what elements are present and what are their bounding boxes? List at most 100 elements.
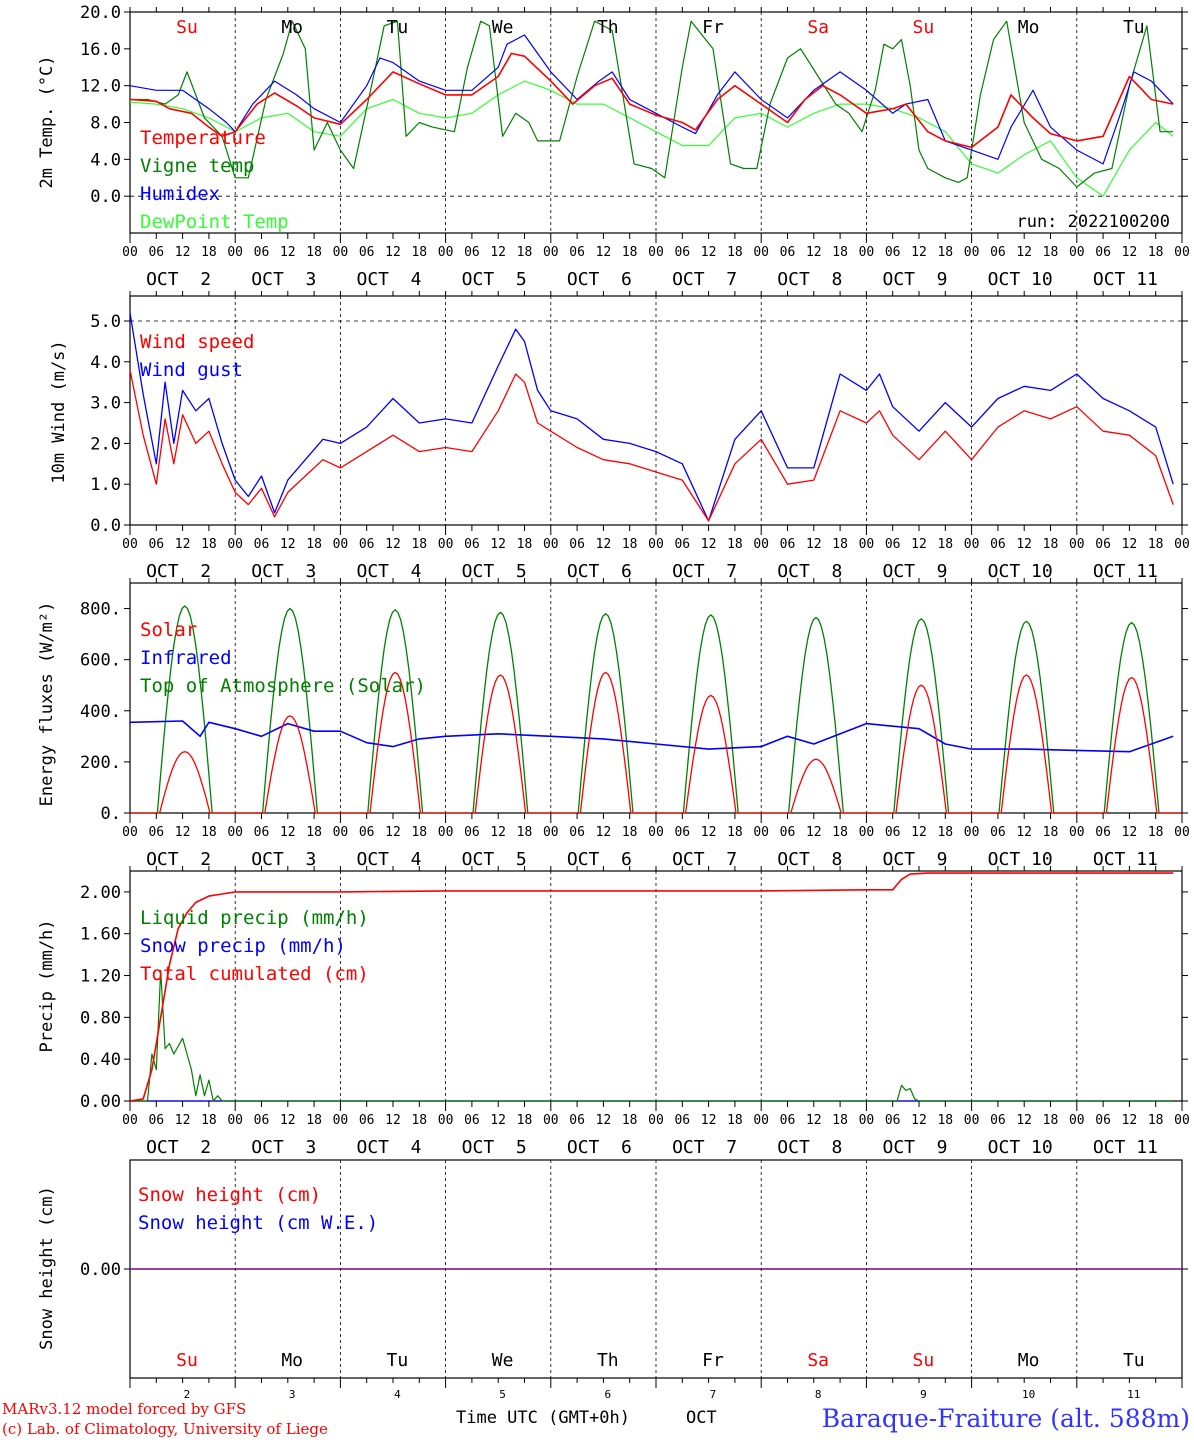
precip-hour-label: 18 <box>1043 1113 1059 1128</box>
wind-hour-label: 06 <box>359 537 375 552</box>
precip-day-label: OCT 5 <box>462 1137 527 1158</box>
energy-hour-label: 18 <box>832 825 848 840</box>
weekday-label: We <box>492 17 514 38</box>
temp-ylabel: 2m Temp. (°C) <box>37 55 57 188</box>
temp-yticks: 20.0 16.0 12.0 8.0 4.0 0.0 <box>80 3 1188 207</box>
precip-hour-label: 06 <box>885 1113 901 1128</box>
precip-day-label: OCT 2 <box>146 1137 211 1158</box>
weekday-label: Tu <box>1123 17 1145 38</box>
temp-series-dewpoint-temp <box>129 80 1174 197</box>
energy-hour-label: 12 <box>280 825 296 840</box>
wind-day-label: OCT 4 <box>356 561 421 582</box>
temp-hour-label: 06 <box>359 245 375 260</box>
temp-hour-label: 12 <box>385 245 401 260</box>
wind-day-label: OCT 8 <box>777 561 842 582</box>
footer: MARv3.12 model forced by GFS (c) Lab. of… <box>2 1400 1190 1438</box>
wind-hour-label: 06 <box>464 537 480 552</box>
temp-day-label: OCT 11 <box>1093 269 1158 290</box>
precip-legend: Liquid precip (mm/h) Snow precip (mm/h) To… <box>140 907 369 985</box>
snow-ytick-label: 0.00 <box>80 1260 121 1280</box>
weekday-label: Su <box>913 17 935 38</box>
precip-daylines <box>234 871 1078 1101</box>
wind-day-label: OCT 10 <box>988 561 1053 582</box>
precip-legend-item: Liquid precip (mm/h) <box>140 907 369 929</box>
temp-hour-label: 12 <box>175 245 191 260</box>
energy-hour-label: 00 <box>753 825 769 840</box>
precip-hour-label: 12 <box>280 1113 296 1128</box>
energy-hour-label: 12 <box>175 825 191 840</box>
energy-day-label: OCT 3 <box>251 849 316 870</box>
energy-hour-label: 00 <box>438 825 454 840</box>
wind-hour-label: 12 <box>701 537 717 552</box>
energy-hour-label: 06 <box>674 825 690 840</box>
energy-yticks: 800. 600. 400. 200. 0. <box>80 600 1188 824</box>
temp-hour-label: 06 <box>254 245 270 260</box>
energy-hour-label: 06 <box>569 825 585 840</box>
precip-hour-label: 18 <box>727 1113 743 1128</box>
precip-ytick-label: 1.20 <box>80 967 121 987</box>
wind-hour-label: 18 <box>832 537 848 552</box>
precip-hour-label: 12 <box>806 1113 822 1128</box>
wind-day-label: OCT 9 <box>882 561 947 582</box>
energy-hour-label: 06 <box>464 825 480 840</box>
weekday-label: Tu <box>387 1350 409 1371</box>
precip-ytick-label: 2.00 <box>80 883 121 903</box>
weekday-label: Mo <box>1018 17 1040 38</box>
temp-weekday-labels: Su Mo Tu We Th Fr Sa Su Mo Tu <box>176 17 1144 38</box>
energy-hour-label: 12 <box>596 825 612 840</box>
weekday-label: Tu <box>1123 1350 1145 1371</box>
energy-hour-label: 06 <box>990 825 1006 840</box>
temp-series <box>129 20 1174 197</box>
wind-day-label: OCT 2 <box>146 561 211 582</box>
temp-xaxis: 00 06 12 18 00 06 12 18 00 06 12 18 00 06 12 18 00 06 12 18… <box>122 7 1190 290</box>
temp-series-humidex <box>129 34 1174 165</box>
weekday-label: Sa <box>807 17 829 38</box>
precip-hour-label: 18 <box>937 1113 953 1128</box>
precip-hour-label: 00 <box>1174 1113 1190 1128</box>
snow-legend-item: Snow height (cm W.E.) <box>138 1212 378 1234</box>
precip-day-label: OCT 11 <box>1093 1137 1158 1158</box>
precip-hour-label: 12 <box>175 1113 191 1128</box>
snow-daylines <box>234 1160 1078 1378</box>
temp-hour-label: 12 <box>911 245 927 260</box>
precip-hour-label: 00 <box>438 1113 454 1128</box>
precip-hour-label: 00 <box>753 1113 769 1128</box>
station-name: Baraque-Fraiture (alt. 588m) <box>822 1404 1190 1433</box>
energy-hour-label: 18 <box>201 825 217 840</box>
temp-hour-label: 12 <box>596 245 612 260</box>
wind-hour-label: 00 <box>227 537 243 552</box>
wind-hour-label: 00 <box>648 537 664 552</box>
precip-hour-label: 06 <box>464 1113 480 1128</box>
snow-day-number: 7 <box>710 1388 717 1401</box>
temp-day-label: OCT 3 <box>251 269 316 290</box>
energy-hour-label: 00 <box>648 825 664 840</box>
wind-ytick-label: 0.0 <box>90 516 121 536</box>
wind-hour-label: 00 <box>964 537 980 552</box>
energy-day-label: OCT 6 <box>567 849 632 870</box>
wind-hour-label: 12 <box>385 537 401 552</box>
snow-bottom-ticks: 2 3 4 5 6 7 8 9 10 11 <box>129 1378 1183 1401</box>
wind-day-label: OCT 6 <box>567 561 632 582</box>
energy-day-label: OCT 4 <box>356 849 421 870</box>
precip-hour-label: 00 <box>227 1113 243 1128</box>
temp-hour-label: 12 <box>490 245 506 260</box>
precip-hour-label: 12 <box>911 1113 927 1128</box>
energy-hour-label: 12 <box>490 825 506 840</box>
precip-hour-label: 06 <box>569 1113 585 1128</box>
energy-hour-label: 06 <box>1095 825 1111 840</box>
wind-hour-label: 12 <box>596 537 612 552</box>
precip-hour-label: 06 <box>359 1113 375 1128</box>
temp-hour-label: 00 <box>543 245 559 260</box>
wind-daylines <box>234 296 1078 525</box>
energy-hour-label: 18 <box>306 825 322 840</box>
wind-ylabel: 10m Wind (m/s) <box>49 340 69 483</box>
wind-day-label: OCT 5 <box>462 561 527 582</box>
snow-day-number: 6 <box>604 1388 611 1401</box>
precip-hour-label: 12 <box>1016 1113 1032 1128</box>
precip-ytick-label: 0.40 <box>80 1050 121 1070</box>
wind-legend: Wind speed Wind gust <box>140 331 254 381</box>
precip-hour-label: 18 <box>622 1113 638 1128</box>
energy-hour-label: 06 <box>254 825 270 840</box>
precip-hour-label: 00 <box>1069 1113 1085 1128</box>
energy-hour-label: 18 <box>727 825 743 840</box>
